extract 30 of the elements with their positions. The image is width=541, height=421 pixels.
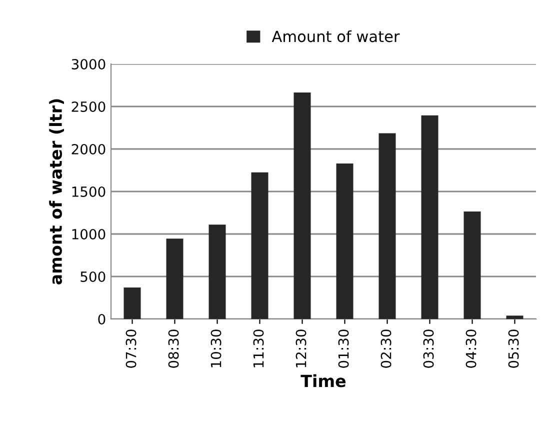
bar xyxy=(336,163,354,319)
bar xyxy=(464,211,481,319)
y-tick-label: 3000 xyxy=(72,58,106,70)
x-tick-label: 03:30 xyxy=(423,330,434,368)
x-tick-label: 12:30 xyxy=(296,330,306,368)
x-axis-title: Time xyxy=(300,374,346,388)
legend-label: Amount of water xyxy=(272,30,400,42)
bar xyxy=(506,316,524,319)
y-tick-label: 2500 xyxy=(72,101,106,112)
x-tick-label: 05:30 xyxy=(508,330,519,368)
x-tick-label: 04:30 xyxy=(466,330,476,368)
x-tick-label: 10:30 xyxy=(210,330,222,368)
bar xyxy=(294,92,311,319)
y-tick-label: 500 xyxy=(80,271,106,282)
x-tick-label: 07:30 xyxy=(126,330,136,368)
y-tick-label: 0 xyxy=(98,314,106,324)
y-tick-label: 1000 xyxy=(72,228,106,240)
bar xyxy=(208,224,226,319)
bar xyxy=(166,238,184,319)
y-axis-title: amont of water (ltr) xyxy=(49,99,64,284)
y-tick-label: 1500 xyxy=(72,186,106,197)
x-tick-label: 08:30 xyxy=(168,330,179,368)
y-tick-label: 2000 xyxy=(72,144,106,154)
bar xyxy=(378,133,396,319)
x-tick-label: 01:30 xyxy=(338,330,349,368)
x-tick-label: 11:30 xyxy=(253,330,264,368)
bar xyxy=(251,172,268,319)
bar xyxy=(124,288,141,319)
bar xyxy=(421,115,438,319)
x-tick-label: 02:30 xyxy=(380,330,392,368)
